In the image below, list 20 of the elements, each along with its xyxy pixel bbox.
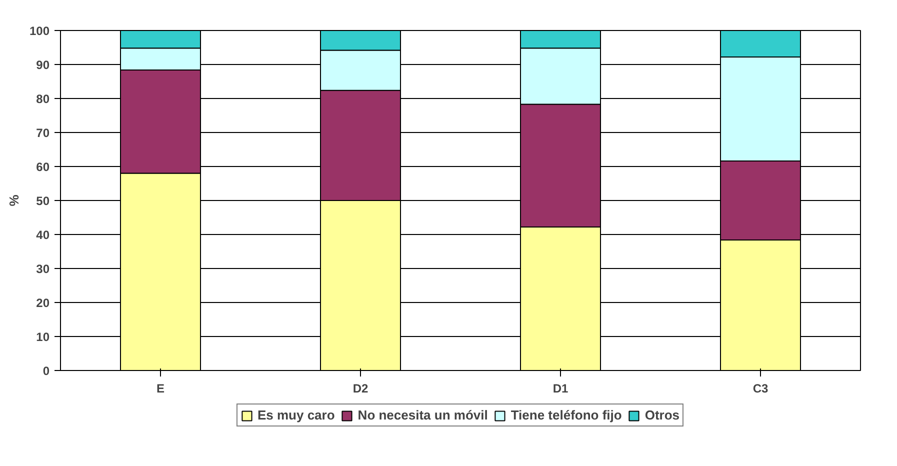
x-tick-label: D1 <box>552 382 568 396</box>
y-tick-label: 80 <box>36 92 50 106</box>
legend-label: Tiene teléfono fijo <box>510 408 622 422</box>
x-tick-label: E <box>156 382 165 396</box>
x-tick-label: C3 <box>752 382 768 396</box>
y-tick-label: 100 <box>29 24 50 38</box>
y-tick-label: 0 <box>42 364 50 378</box>
legend-label: No necesita un móvil <box>358 408 488 422</box>
y-tick-label: 30 <box>36 262 50 276</box>
y-tick-label: 20 <box>36 296 50 310</box>
y-tick-label: 10 <box>36 330 50 344</box>
legend-label: Otros <box>644 408 680 422</box>
y-tick-label: 90 <box>36 58 50 72</box>
y-tick-label: 60 <box>36 160 50 174</box>
y-tick-label: 50 <box>36 194 50 208</box>
y-axis-title: % <box>6 194 22 206</box>
x-tick-label: D2 <box>352 382 368 396</box>
y-tick-label: 70 <box>36 126 50 140</box>
legend-label: Es muy caro <box>257 408 335 422</box>
y-tick-label: 40 <box>36 228 50 242</box>
